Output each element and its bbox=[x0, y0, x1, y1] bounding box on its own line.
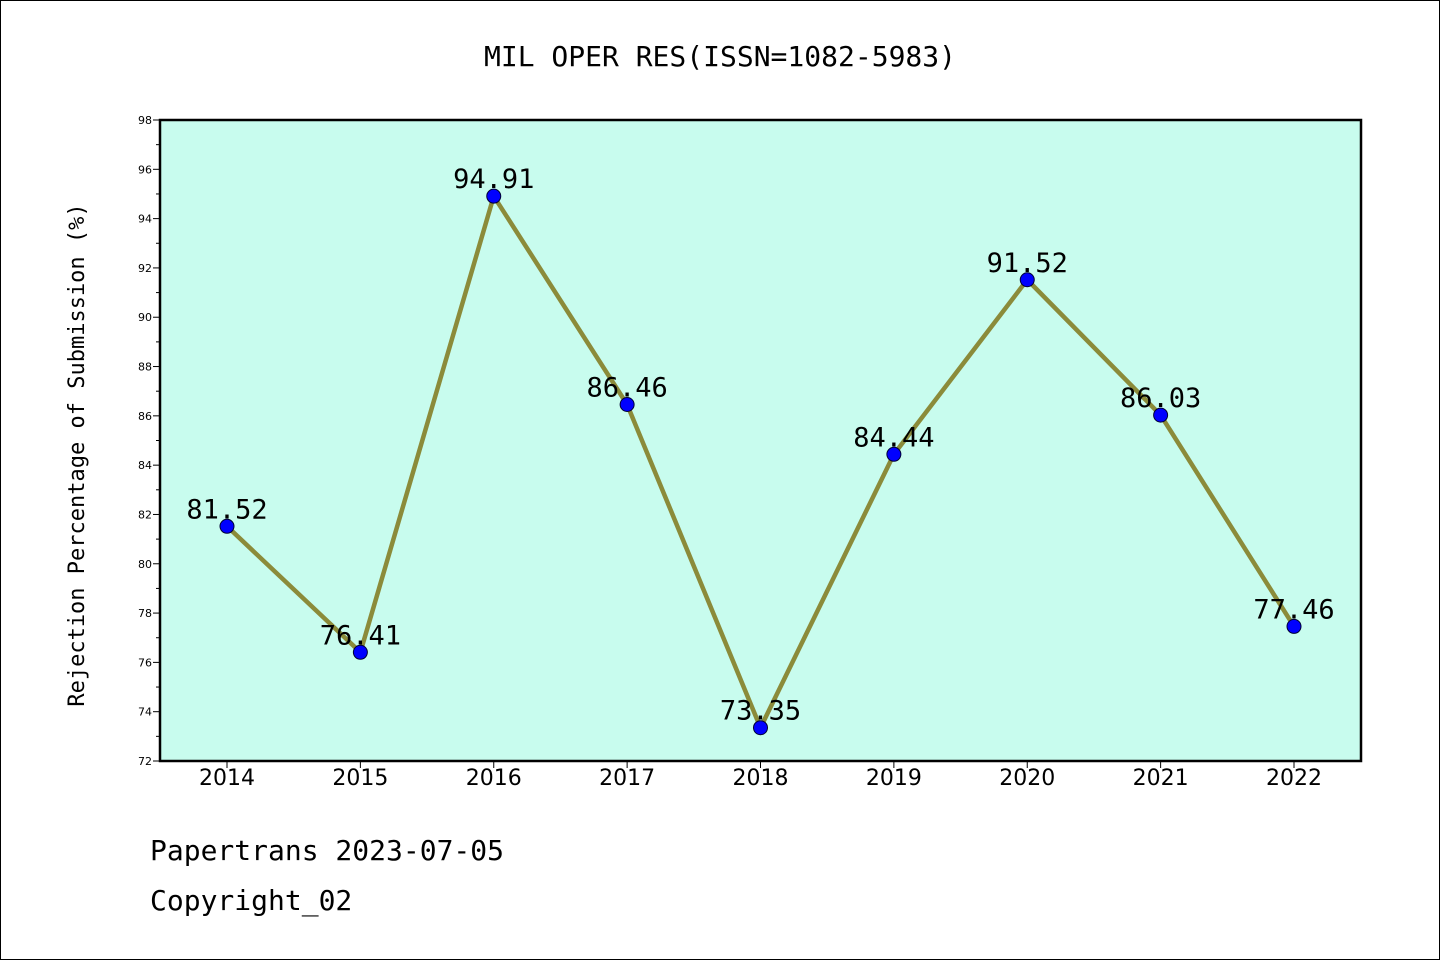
data-point bbox=[1153, 407, 1169, 423]
x-axis: 2014 2015 2016 2017 2018 2019 2020 2021 2022 bbox=[199, 761, 1322, 791]
y-axis-label: Rejection Percentage of Submission (%) bbox=[65, 203, 90, 706]
series-layer: 81.5276.4194.9186.4673.3584.4491.5286.03… bbox=[186, 164, 1335, 736]
y-tick-label: 90 bbox=[138, 311, 152, 324]
data-point bbox=[486, 188, 502, 204]
y-tick-label: 72 bbox=[138, 755, 152, 768]
y-tick-label: 80 bbox=[138, 558, 152, 571]
x-tick-label: 2015 bbox=[332, 766, 388, 791]
chart-title: MIL OPER RES(ISSN=1082-5983) bbox=[484, 40, 956, 73]
plot-border bbox=[158, 118, 1363, 763]
x-tick-label: 2017 bbox=[599, 766, 655, 791]
y-tick-label: 86 bbox=[138, 410, 152, 423]
x-tick-label: 2021 bbox=[1133, 766, 1189, 791]
y-tick-label: 98 bbox=[138, 114, 152, 127]
y-tick-label: 76 bbox=[138, 656, 152, 669]
y-tick-label: 84 bbox=[138, 459, 152, 472]
plot-area bbox=[160, 120, 1361, 761]
footer-source: Papertrans 2023-07-05 bbox=[150, 834, 505, 867]
footer-copyright: Copyright_02 bbox=[150, 884, 353, 917]
data-point bbox=[886, 446, 902, 462]
x-tick-label: 2014 bbox=[199, 766, 255, 791]
y-tick-label: 82 bbox=[138, 508, 152, 521]
data-point bbox=[1286, 618, 1302, 634]
x-tick-label: 2019 bbox=[866, 766, 922, 791]
y-tick-label: 78 bbox=[138, 607, 152, 620]
x-tick-label: 2020 bbox=[999, 766, 1055, 791]
y-tick-label: 92 bbox=[138, 262, 152, 275]
y-tick-label: 96 bbox=[138, 163, 152, 176]
data-point bbox=[352, 644, 368, 660]
y-tick-label: 94 bbox=[138, 213, 152, 226]
data-point bbox=[753, 720, 768, 736]
x-tick-label: 2018 bbox=[733, 766, 789, 791]
y-tick-label: 74 bbox=[138, 706, 152, 719]
data-point bbox=[1019, 272, 1035, 288]
data-point bbox=[219, 518, 235, 534]
y-tick-label: 88 bbox=[138, 361, 152, 374]
x-tick-label: 2016 bbox=[466, 766, 522, 791]
data-point bbox=[619, 397, 635, 413]
y-axis: 72 74 76 78 80 82 84 86 88 90 92 94 96 98 bbox=[138, 114, 160, 768]
x-tick-label: 2022 bbox=[1266, 766, 1322, 791]
